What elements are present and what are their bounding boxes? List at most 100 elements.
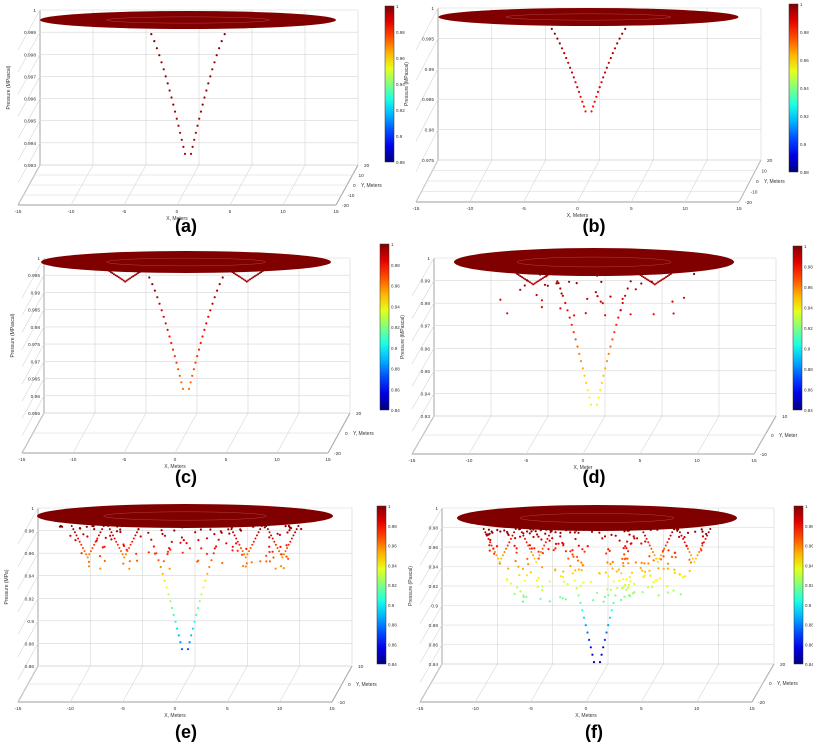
branch-point <box>115 540 118 543</box>
funnel-point <box>160 309 163 312</box>
funnel-point <box>581 609 584 612</box>
scatter-point <box>652 559 655 562</box>
branch-point <box>647 541 650 544</box>
z-tick-label: 0.998 <box>24 52 36 58</box>
scatter-point <box>517 565 520 568</box>
funnel-point <box>174 620 177 623</box>
branch-point <box>111 272 114 275</box>
branch-point <box>704 537 707 540</box>
scatter-point <box>630 571 634 574</box>
scatter-point <box>672 312 675 315</box>
funnel-point <box>553 32 556 35</box>
scatter-point <box>79 527 82 530</box>
scatter-point <box>535 293 538 297</box>
branch-point <box>122 279 125 282</box>
scatter-point <box>640 542 643 545</box>
funnel-point <box>197 348 201 351</box>
z-tick-label: 0.98 <box>425 128 435 134</box>
funnel-point <box>602 76 605 79</box>
scatter-point <box>539 597 542 600</box>
funnel-point <box>177 124 180 127</box>
branch-point <box>538 279 541 282</box>
scatter-point <box>701 542 704 545</box>
scatter-point <box>87 560 90 563</box>
y-tick-label: -20 <box>334 451 341 457</box>
funnel-point <box>180 138 183 141</box>
scatter-point <box>93 528 96 531</box>
funnel-point <box>613 331 616 334</box>
scatter-point <box>519 535 522 538</box>
funnel-point <box>196 124 199 127</box>
branch-point <box>668 274 671 276</box>
z-axis-label: Pressure (MPascal) <box>400 315 406 359</box>
funnel-point <box>592 661 596 664</box>
funnel-point <box>158 54 161 57</box>
scatter-point <box>197 539 200 542</box>
z-gridline-side <box>17 31 41 73</box>
scatter-point <box>168 567 171 570</box>
y-tick-label: 20 <box>356 411 362 417</box>
branch-point <box>113 537 116 540</box>
scatter-point <box>540 299 543 302</box>
z-gridline-side <box>411 325 435 364</box>
colorbar-b: 1 0.98 0.96 0.94 0.92 0.9 0.88 <box>788 2 809 175</box>
funnel-point <box>191 145 194 148</box>
scatter-point <box>604 571 607 574</box>
scatter-point <box>573 531 576 534</box>
funnel-point <box>156 296 159 299</box>
funnel-point <box>567 557 570 560</box>
y-axis-label: Y, Meters <box>764 179 785 185</box>
funnel-point <box>611 338 614 341</box>
scatter-point <box>701 530 704 533</box>
branch-point <box>240 547 242 549</box>
scatter-point <box>641 591 644 594</box>
y-tick-label: 10 <box>358 664 364 670</box>
branch-point <box>537 280 539 283</box>
z-gridline-side <box>415 68 439 111</box>
z-gridline-side <box>411 393 435 432</box>
scatter-point <box>622 562 625 565</box>
scatter-point <box>656 578 659 581</box>
scatter-point <box>523 579 526 582</box>
scatter-point <box>689 561 693 564</box>
y-tick-label: 20 <box>780 662 786 668</box>
branch-point <box>253 275 256 278</box>
branch-point <box>276 547 279 549</box>
scatter-point <box>631 592 635 595</box>
chart-f: 1 0.98 0.96 0.94 0.92 0.9 0.88 0.86 0.84 -15 -10 -5… <box>408 504 813 719</box>
scatter-point <box>682 296 686 299</box>
z-gridline-side <box>21 361 45 402</box>
scatter-point <box>619 309 622 312</box>
z-tick-label: 1 <box>431 6 434 12</box>
scatter-point <box>139 535 142 538</box>
z-gridline-side <box>419 566 443 605</box>
funnel-point <box>576 86 579 89</box>
funnel-point <box>203 96 206 99</box>
z-axis-label: Pressure (MPascal) <box>6 65 12 109</box>
scatter-point <box>670 555 674 558</box>
funnel-point <box>566 309 569 312</box>
funnel-point <box>170 606 174 610</box>
branch-point <box>525 541 528 544</box>
branch-point <box>666 275 669 278</box>
funnel-point <box>598 86 601 89</box>
x-axis-label: X, Meter <box>574 465 593 471</box>
colorbar-tick-label: 0.96 <box>805 544 813 549</box>
scatter-point <box>654 579 657 582</box>
scatter-point <box>523 284 526 287</box>
colorbar-tick-label: 0.98 <box>804 265 813 270</box>
branch-point <box>495 554 498 557</box>
branch-point <box>243 553 246 556</box>
scatter-point <box>516 586 519 589</box>
scatter-point <box>552 549 555 552</box>
pressure-disk <box>41 251 331 273</box>
scatter-point <box>265 560 268 563</box>
branch-point <box>524 278 527 281</box>
scatter-point <box>662 555 665 558</box>
scatter-point <box>581 548 584 551</box>
funnel-point <box>173 110 177 113</box>
scatter-point <box>536 533 539 536</box>
scatter-point <box>526 557 529 560</box>
scatter-point <box>493 552 496 555</box>
funnel-point <box>213 61 216 64</box>
